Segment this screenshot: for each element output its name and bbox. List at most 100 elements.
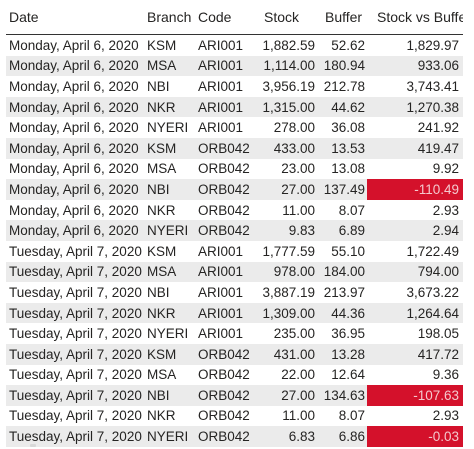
cell-stock-vs-buffer: 198.05	[417, 326, 459, 342]
cell-code: ARI001	[198, 264, 244, 280]
table-row[interactable]: Tuesday, April 7, 2020 NYERI ORB042 6.83 6.8…	[6, 426, 463, 447]
cell-code: ORB042	[198, 202, 250, 218]
cell-buffer: 44.36	[331, 305, 365, 321]
column-header-branch[interactable]: Branch	[147, 9, 192, 25]
cell-buffer: 137.49	[323, 181, 365, 197]
cell-stock: 1,309.00	[262, 305, 315, 321]
cell-date: Monday, April 6, 2020	[9, 223, 139, 239]
cell-code: ORB042	[198, 408, 250, 424]
cell-code: ARI001	[198, 243, 244, 259]
cell-buffer: 55.10	[331, 243, 365, 259]
table-row[interactable]: Tuesday, April 7, 2020 NBI ORB042 27.00 134.…	[6, 385, 463, 406]
table-row[interactable]: Monday, April 6, 2020 MSA ARI001 1,114.00 18…	[6, 55, 463, 77]
cell-stock: 9.83	[288, 223, 315, 239]
table-row[interactable]: Tuesday, April 7, 2020 NKR ORB042 11.00 8.07…	[6, 406, 463, 427]
column-header-buffer[interactable]: Buffer	[325, 9, 363, 25]
cell-branch: NYERI	[147, 120, 189, 136]
table-row[interactable]: Monday, April 6, 2020 NBI ARI001 3,956.19 21…	[6, 76, 463, 97]
table-row[interactable]: Monday, April 6, 2020 NBI ORB042 27.00 137.4…	[6, 179, 463, 200]
cell-branch: MSA	[147, 367, 177, 383]
cell-stock: 11.00	[282, 408, 315, 424]
cell-branch: NKR	[147, 202, 176, 218]
column-header-stock-vs-buffer[interactable]: Stock vs Buffer	[377, 9, 463, 25]
cell-date: Tuesday, April 7, 2020	[9, 408, 142, 424]
cell-code: ARI001	[198, 120, 244, 136]
table-row[interactable]: Tuesday, April 7, 2020 KSM ORB042 431.00 13.…	[6, 343, 463, 365]
cell-stock-vs-buffer: 1,829.97	[406, 37, 459, 53]
cell-buffer: 13.53	[331, 140, 365, 156]
table-row[interactable]: Tuesday, April 7, 2020 MSA ORB042 22.00 12.6…	[6, 365, 463, 386]
cell-buffer: 134.63	[323, 387, 365, 403]
cell-date: Monday, April 6, 2020	[9, 120, 139, 136]
cell-buffer: 8.07	[338, 408, 365, 424]
cell-stock-vs-buffer: 241.92	[417, 120, 459, 136]
cell-branch: NKR	[147, 99, 176, 115]
cell-stock-vs-buffer: 933.06	[417, 58, 459, 74]
cell-buffer: 36.95	[331, 326, 365, 342]
cell-stock: 27.00	[281, 387, 315, 403]
cell-stock-vs-buffer: 419.47	[417, 140, 459, 156]
stock-buffer-table: Date Branch Code Stock Buffer Stock vs B…	[6, 0, 463, 447]
cell-code: ARI001	[198, 58, 244, 74]
cell-date: Tuesday, April 7, 2020	[9, 367, 142, 383]
table-row[interactable]: Monday, April 6, 2020 NKR ORB042 11.00 8.07 2…	[6, 200, 463, 221]
cell-code: ARI001	[198, 78, 244, 94]
column-header-code[interactable]: Code	[198, 9, 232, 25]
cell-stock-vs-buffer: 2.93	[432, 408, 459, 424]
cell-buffer: 180.94	[323, 58, 365, 74]
table-row[interactable]: Monday, April 6, 2020 KSM ORB042 433.00 13.5…	[6, 137, 463, 159]
table-body: Monday, April 6, 2020 KSM ARI001 1,882.59 52…	[6, 35, 463, 447]
cell-buffer: 184.00	[323, 264, 365, 280]
table-row[interactable]: Tuesday, April 7, 2020 NYERI ARI001 235.00 3…	[6, 323, 463, 344]
table-row[interactable]: Monday, April 6, 2020 NYERI ARI001 278.00 36…	[6, 117, 463, 138]
cell-stock: 978.00	[273, 264, 315, 280]
cell-stock: 1,114.00	[263, 58, 315, 74]
table-row[interactable]: Tuesday, April 7, 2020 NBI ARI001 3,887.19 2…	[6, 282, 463, 303]
cell-buffer: 44.62	[331, 99, 365, 115]
cell-code: ARI001	[198, 305, 244, 321]
cell-branch: NKR	[147, 305, 176, 321]
cell-code: ARI001	[198, 284, 244, 300]
cell-stock-vs-buffer: 3,743.41	[406, 78, 459, 94]
cell-date: Tuesday, April 7, 2020	[9, 326, 142, 342]
table-row[interactable]: Monday, April 6, 2020 KSM ARI001 1,882.59 52…	[6, 35, 463, 56]
cell-date: Monday, April 6, 2020	[9, 58, 139, 74]
column-header-stock[interactable]: Stock	[264, 9, 300, 25]
cell-branch: NBI	[147, 78, 170, 94]
cell-branch: NYERI	[147, 429, 189, 445]
cell-date: Monday, April 6, 2020	[9, 161, 139, 177]
table-row[interactable]: Monday, April 6, 2020 NKR ARI001 1,315.00 44…	[6, 96, 463, 118]
cell-branch: NBI	[147, 284, 170, 300]
cell-code: ARI001	[198, 326, 244, 342]
table-row[interactable]: Tuesday, April 7, 2020 KSM ARI001 1,777.59 5…	[6, 241, 463, 262]
cell-branch: NYERI	[147, 223, 189, 239]
cell-code: ORB042	[198, 429, 250, 445]
cell-date: Tuesday, April 7, 2020	[9, 264, 142, 280]
cell-buffer: 212.78	[323, 78, 365, 94]
table-row[interactable]: Tuesday, April 7, 2020 MSA ARI001 978.00 184…	[6, 261, 463, 283]
cell-branch: KSM	[147, 37, 177, 53]
cell-stock: 27.00	[281, 181, 315, 197]
cell-stock: 1,777.59	[262, 243, 315, 259]
cell-code: ORB042	[198, 140, 250, 156]
cell-buffer: 36.08	[331, 120, 365, 136]
table-header: Date Branch Code Stock Buffer Stock vs B…	[6, 0, 463, 35]
cell-code: ARI001	[198, 37, 244, 53]
cell-code: ORB042	[198, 387, 250, 403]
cell-date: Tuesday, April 7, 2020	[9, 387, 142, 403]
cell-stock-vs-buffer: -0.03	[367, 426, 463, 447]
table-row[interactable]: Tuesday, April 7, 2020 NKR ARI001 1,309.00 4…	[6, 302, 463, 324]
cell-stock: 3,956.19	[262, 78, 315, 94]
table-row[interactable]: Monday, April 6, 2020 NYERI ORB042 9.83 6.89…	[6, 220, 463, 241]
cell-stock-vs-buffer: 2.93	[432, 202, 459, 218]
cell-buffer: 13.08	[331, 161, 365, 177]
table-row[interactable]: Monday, April 6, 2020 MSA ORB042 23.00 13.08…	[6, 159, 463, 180]
horizontal-scroll-indicator[interactable]	[30, 444, 36, 447]
cell-stock: 235.00	[273, 326, 315, 342]
column-header-date[interactable]: Date	[9, 9, 39, 25]
cell-stock: 1,882.59	[262, 37, 315, 53]
cell-stock: 1,315.00	[262, 99, 315, 115]
cell-code: ORB042	[198, 181, 250, 197]
cell-branch: KSM	[147, 243, 177, 259]
cell-branch: MSA	[147, 161, 177, 177]
